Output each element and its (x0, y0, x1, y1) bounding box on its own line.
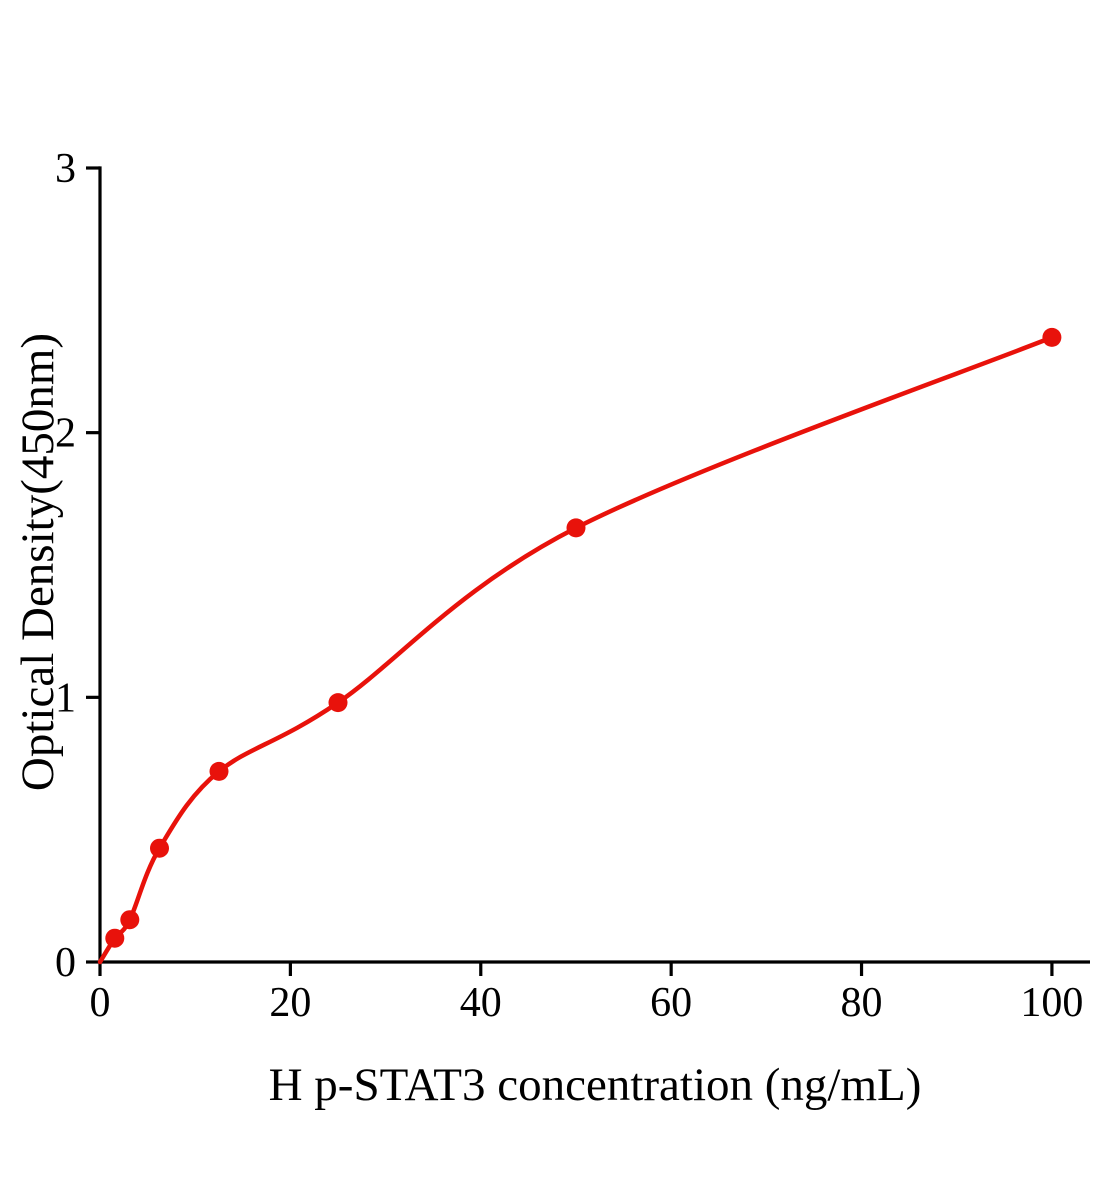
x-tick-label: 60 (650, 980, 692, 1026)
data-point (328, 693, 348, 713)
data-point (566, 518, 586, 538)
data-point (1042, 327, 1062, 347)
y-axis-title: Optical Density(450nm) (12, 332, 64, 792)
x-tick-label: 80 (841, 980, 883, 1026)
data-point (209, 761, 229, 781)
x-tick-label: 20 (269, 980, 311, 1026)
y-tick-label: 1 (55, 675, 76, 721)
x-tick-label: 40 (460, 980, 502, 1026)
x-tick-label: 0 (90, 980, 111, 1026)
x-axis-title: H p-STAT3 concentration (ng/mL) (268, 1059, 922, 1111)
x-tick-label: 100 (1020, 980, 1083, 1026)
y-tick-label: 3 (55, 146, 76, 192)
data-point (120, 910, 140, 930)
fit-curve (97, 335, 1055, 965)
data-point (150, 838, 169, 858)
y-tick-label: 2 (55, 411, 76, 457)
y-tick-label: 0 (55, 940, 76, 986)
data-point (105, 928, 125, 948)
